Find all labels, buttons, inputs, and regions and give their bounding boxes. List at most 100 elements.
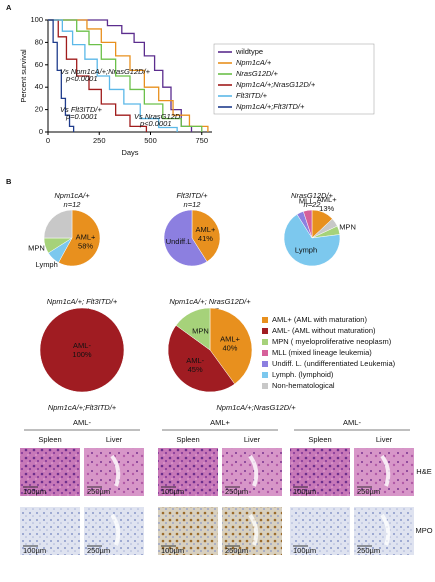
histology-image [158,507,218,555]
pie-label: AML+ [196,225,216,234]
subgroup-label: AML- [343,418,361,427]
legend-label: Undiff. L. (undifferentiated Leukemia) [272,359,396,368]
pie-title: Flt3ITD/+ [176,191,208,200]
pie-label: MPN [192,326,209,335]
scale-label: 250µm [87,546,110,555]
pie-label: AML+ [76,232,96,241]
legend-label: Non-hematological [272,381,335,390]
pie-slice [43,209,73,239]
annotation: Vs NrasG12D [134,112,181,121]
legend-box [213,43,375,115]
row-label: H&E [416,467,431,476]
pie-label: Lymph [295,246,317,255]
x-tick-label: 250 [93,136,106,145]
x-axis-label: Days [121,148,138,157]
legend-swatch [262,361,268,367]
survival-curve [48,19,178,132]
legend-swatch [262,339,268,345]
pie-value-label: 45% [188,365,203,374]
pie-slice [58,209,101,267]
panel-label: B [6,177,12,186]
annotation: p<0.0001 [139,119,172,128]
y-tick-label: 60 [35,60,43,69]
y-tick-label: 40 [35,82,43,91]
pie-value-label: 41% [198,234,213,243]
scale-label: 100µm [293,487,316,496]
pie-title: Npm1cA/+ [54,191,90,200]
tissue-label: Spleen [38,435,61,444]
tissue-label: Spleen [176,435,199,444]
pie-subtitle: n=22 [304,200,322,209]
histology-image [290,507,350,555]
pie-value-label: 13% [319,204,334,213]
pie-title: Npm1cA/+; Flt3ITD/+ [47,297,118,306]
y-tick-label: 20 [35,105,43,114]
legend-swatch [262,372,268,378]
y-tick-label: 100 [30,15,43,24]
vessel [248,513,259,546]
legend-label: AML+ (AML with maturation) [272,315,367,324]
legend-swatch [262,328,268,334]
pie-value-label: 100% [72,350,92,359]
scale-label: 100µm [23,487,46,496]
y-tick-label: 0 [39,127,43,136]
scale-label: 250µm [225,546,248,555]
histology-image [290,448,350,496]
survival-curve [48,19,75,132]
pie-label: MPN [339,223,356,232]
panel-label: A [6,3,12,12]
scale-label: 100µm [293,546,316,555]
y-axis-label: Percent survival [19,49,28,103]
group-title: Npm1cA/+;Flt3ITD/+ [48,403,117,412]
histology-image [20,448,80,496]
vessel [380,454,391,487]
group-title: Npm1cA/+;NrasG12D/+ [216,403,296,412]
legend-swatch [262,317,268,323]
legend-label: MLL (mixed lineage leukemia) [272,348,372,357]
legend-label: Npm1cA/+;NrasG12D/+ [236,80,316,89]
pie-label: AML+ [317,195,337,204]
tissue-label: Liver [376,435,393,444]
pie-label: AML- [73,341,91,350]
legend-swatch [262,383,268,389]
pie-value-label: 58% [78,241,93,250]
legend-label: wildtype [235,47,263,56]
pie-value-label: 40% [222,343,237,352]
histology-image [158,448,218,496]
legend-label: Lymph. (lymphoid) [272,370,334,379]
survival-curve [48,19,148,132]
scale-label: 100µm [161,546,184,555]
subgroup-label: AML- [73,418,91,427]
vessel [248,454,259,487]
scale-label: 250µm [357,487,380,496]
annotation: p=0.0001 [65,112,98,121]
pie-slice [283,214,341,267]
pie-subtitle: n=12 [64,200,82,209]
annotation: Vs Flt3ITD/+ [60,105,103,114]
pie-label: MPN [28,243,45,252]
vessel [110,454,121,487]
legend-label: MPN ( myeloproliferative neoplasm) [272,337,392,346]
tissue-label: Liver [106,435,123,444]
legend-label: Npm1cA/+ [236,58,272,67]
annotation: Vs Npm1cA/+;NrasG12D/+ [60,67,151,76]
pie-slice [303,209,313,239]
vessel [380,513,391,546]
pie-label: AML- [186,356,204,365]
pie-slice [175,307,211,351]
survival-curve [48,19,193,132]
survival-curve [48,19,209,132]
subgroup-label: AML+ [210,418,230,427]
pie-title: Npm1cA/+; NrasG12D/+ [169,297,251,306]
histology-image [20,507,80,555]
scale-label: 100µm [23,546,46,555]
pie-label: Undiff.L [166,237,192,246]
scale-label: 250µm [87,487,110,496]
x-tick-label: 500 [144,136,157,145]
pie-label: MLL [299,196,314,205]
row-label: MPO [415,526,432,535]
pie-slice [167,324,236,393]
pie-label: AML+ [220,334,240,343]
x-tick-label: 0 [46,136,50,145]
